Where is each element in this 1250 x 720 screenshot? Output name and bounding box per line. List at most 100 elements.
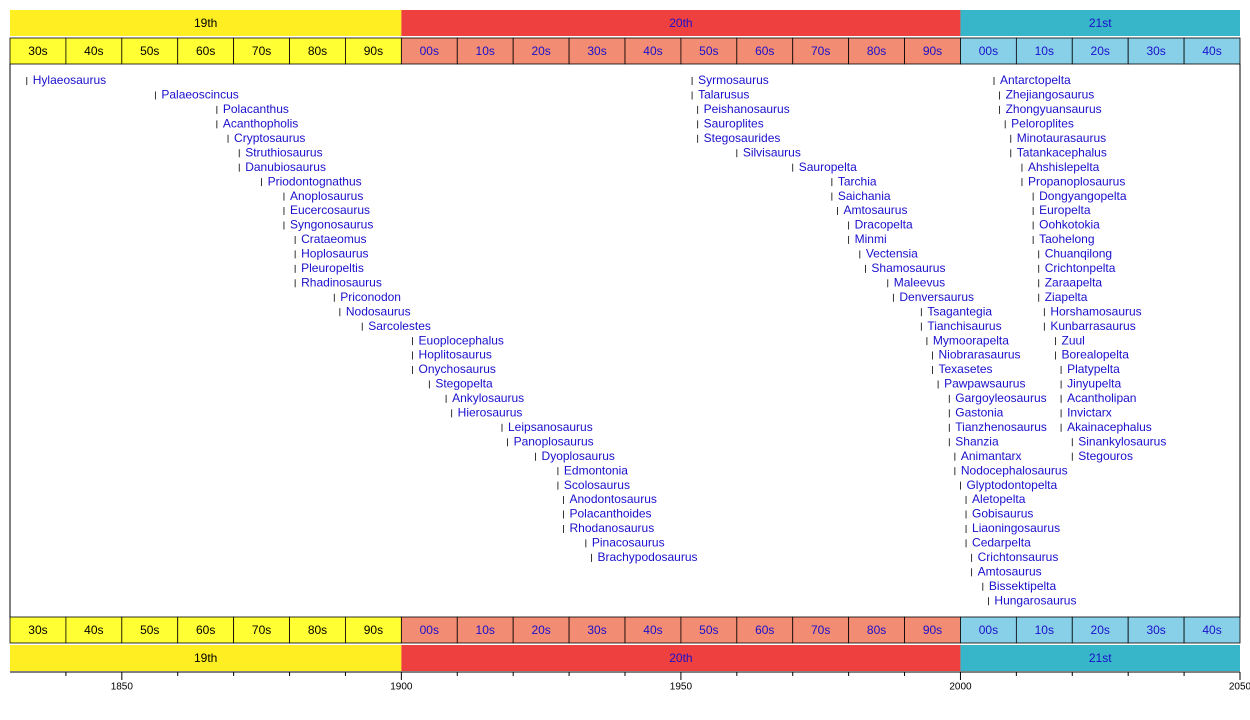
event-label: Niobrarasaurus: [939, 348, 1021, 362]
event-label: Polacanthoides: [570, 507, 652, 521]
event-label: Peloroplites: [1011, 117, 1074, 131]
decade-band: [1127, 616, 1185, 644]
event-label: Invictarx: [1067, 406, 1112, 420]
event-label: Texasetes: [939, 362, 993, 376]
decade-label: 90s: [364, 623, 383, 637]
decade-label: 90s: [364, 44, 383, 58]
event-label: Shamosaurus: [871, 261, 945, 275]
event-label: Danubiosaurus: [245, 160, 326, 174]
decade-label: 60s: [196, 44, 215, 58]
decade-label: 20s: [1091, 623, 1110, 637]
decade-band: [289, 37, 346, 65]
decade-label: 40s: [643, 623, 662, 637]
event-label: Amtosaurus: [978, 564, 1042, 578]
decade-label: 00s: [979, 44, 998, 58]
era-band: [10, 645, 402, 671]
decade-label: 40s: [1202, 623, 1221, 637]
decade-label: 40s: [643, 44, 662, 58]
event-label: Zaraapelta: [1045, 275, 1103, 289]
decade-band: [680, 37, 738, 65]
event-label: Sauroplites: [704, 117, 764, 131]
event-label: Stegouros: [1078, 449, 1133, 463]
event-label: Chuanqilong: [1045, 247, 1112, 261]
event-label: Sarcolestes: [368, 319, 431, 333]
event-label: Antarctopelta: [1000, 73, 1071, 87]
event-label: Kunbarrasaurus: [1050, 319, 1135, 333]
event-label: Minotaurasaurus: [1017, 131, 1106, 145]
decade-band: [960, 37, 1017, 65]
event-label: Pawpawsaurus: [944, 377, 1025, 391]
x-tick-label: 2050: [1229, 682, 1250, 693]
x-tick-label: 2000: [949, 682, 972, 693]
event-label: Hoplitosaurus: [419, 348, 492, 362]
event-label: Zhejiangosaurus: [1006, 88, 1095, 102]
x-tick-label: 1850: [111, 682, 134, 693]
decade-band: [624, 37, 682, 65]
decade-label: 00s: [979, 623, 998, 637]
decade-band: [568, 37, 626, 65]
event-label: Leipsanosaurus: [508, 420, 593, 434]
event-label: Acanthopholis: [223, 117, 298, 131]
era-band: [960, 645, 1240, 671]
event-label: Priodontognathus: [268, 174, 362, 188]
event-label: Gastonia: [955, 406, 1003, 420]
decade-band: [9, 37, 67, 65]
event-label: Pinacosaurus: [592, 536, 665, 550]
event-label: Aletopelta: [972, 492, 1026, 506]
event-label: Cedarpelta: [972, 536, 1031, 550]
event-label: Tarchia: [838, 174, 877, 188]
event-label: Panoplosaurus: [514, 434, 594, 448]
x-tick-label: 1900: [390, 682, 413, 693]
decade-label: 70s: [811, 623, 830, 637]
event-label: Jinyupelta: [1067, 377, 1121, 391]
decade-label: 00s: [420, 623, 439, 637]
x-tick-label: 1950: [670, 682, 693, 693]
decade-label: 60s: [196, 623, 215, 637]
event-label: Taohelong: [1039, 232, 1094, 246]
decade-band: [233, 37, 290, 65]
event-label: Dongyangopelta: [1039, 189, 1127, 203]
event-label: Priconodon: [340, 290, 401, 304]
decade-label: 80s: [867, 44, 886, 58]
decade-band: [1015, 37, 1073, 65]
event-label: Polacanthus: [223, 102, 289, 116]
decade-band: [848, 616, 905, 644]
event-label: Peishanosaurus: [704, 102, 790, 116]
event-label: Oohkotokia: [1039, 218, 1100, 232]
decade-band: [345, 616, 402, 644]
event-label: Denversaurus: [899, 290, 974, 304]
decade-band: [400, 616, 458, 644]
event-label: Rhodanosaurus: [570, 521, 655, 535]
event-label: Platypelta: [1067, 362, 1120, 376]
decade-label: 40s: [84, 623, 103, 637]
event-label: Syrmosaurus: [698, 73, 769, 87]
decade-label: 90s: [923, 44, 942, 58]
event-label: Edmontonia: [564, 463, 628, 477]
event-label: Maleevus: [894, 275, 945, 289]
event-label: Crichtonpelta: [1045, 261, 1116, 275]
event-label: Eucercosaurus: [290, 203, 370, 217]
decade-label: 60s: [755, 623, 774, 637]
event-label: Mymoorapelta: [933, 333, 1009, 347]
event-label: Rhadinosaurus: [301, 275, 382, 289]
event-label: Pleuropeltis: [301, 261, 364, 275]
event-label: Tianzhenosaurus: [955, 420, 1047, 434]
event-label: Nodosaurus: [346, 304, 411, 318]
decade-label: 80s: [308, 44, 327, 58]
event-label: Gobisaurus: [972, 507, 1033, 521]
decade-band: [65, 37, 123, 65]
event-label: Scolosaurus: [564, 478, 630, 492]
event-label: Hierosaurus: [458, 406, 523, 420]
decade-band: [1183, 616, 1241, 644]
decade-label: 50s: [140, 44, 159, 58]
decade-band: [904, 37, 961, 65]
event-label: Tianchisaurus: [927, 319, 1001, 333]
event-label: Anodontosaurus: [570, 492, 657, 506]
decade-label: 50s: [699, 44, 718, 58]
decade-label: 30s: [587, 44, 606, 58]
decade-label: 00s: [420, 44, 439, 58]
decade-label: 30s: [1146, 623, 1165, 637]
event-label: Bissektipelta: [989, 579, 1057, 593]
decade-label: 70s: [252, 44, 271, 58]
event-label: Zhongyuansaurus: [1006, 102, 1102, 116]
